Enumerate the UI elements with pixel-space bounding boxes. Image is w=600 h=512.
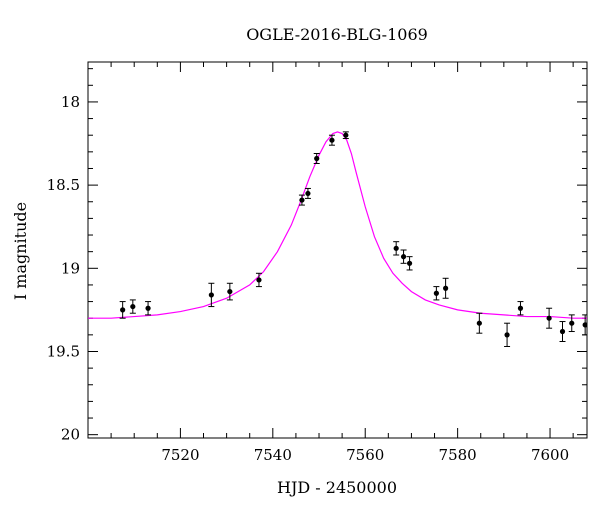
data-point [559, 328, 566, 335]
chart-title: OGLE-2016-BLG-1069 [246, 25, 428, 44]
plot-frame [87, 61, 588, 439]
y-axis-label: I magnitude [11, 202, 30, 300]
data-point [400, 254, 407, 260]
x-tick-label: 7600 [531, 446, 569, 464]
x-tick-label: 7540 [254, 446, 292, 464]
x-tick-label: 7520 [161, 446, 199, 464]
data-point [329, 137, 335, 143]
x-tick-label: 7580 [439, 446, 477, 464]
data-point [145, 305, 151, 311]
data-point [546, 315, 552, 321]
x-tick-label: 7560 [346, 446, 384, 464]
data-point [406, 260, 413, 266]
y-tick-label: 20 [61, 426, 80, 444]
data-point [504, 332, 510, 338]
data-point [517, 305, 524, 311]
data-point [256, 277, 262, 283]
model-curve [88, 131, 587, 319]
y-tick-label: 19 [61, 259, 80, 277]
data-point [443, 285, 449, 291]
data-point [299, 197, 305, 203]
data-point [227, 288, 233, 295]
y-tick-label: 18.5 [47, 176, 80, 194]
y-tick-label: 19.5 [47, 342, 80, 360]
data-point [582, 322, 587, 328]
data-point [130, 303, 136, 310]
data-point [343, 132, 349, 138]
x-axis-label: HJD - 2450000 [277, 478, 397, 497]
data-point [393, 245, 399, 251]
data-point [314, 155, 320, 162]
data-point [433, 290, 439, 296]
data-point [120, 307, 126, 313]
data-point [569, 320, 575, 326]
y-tick-label: 18 [61, 93, 80, 111]
plot-area: 7520 7540 7560 7580 7600 18 18.5 19 19.5 20 [47, 61, 588, 464]
data-point [305, 190, 311, 197]
data-point [208, 292, 214, 298]
data-point [476, 320, 482, 326]
